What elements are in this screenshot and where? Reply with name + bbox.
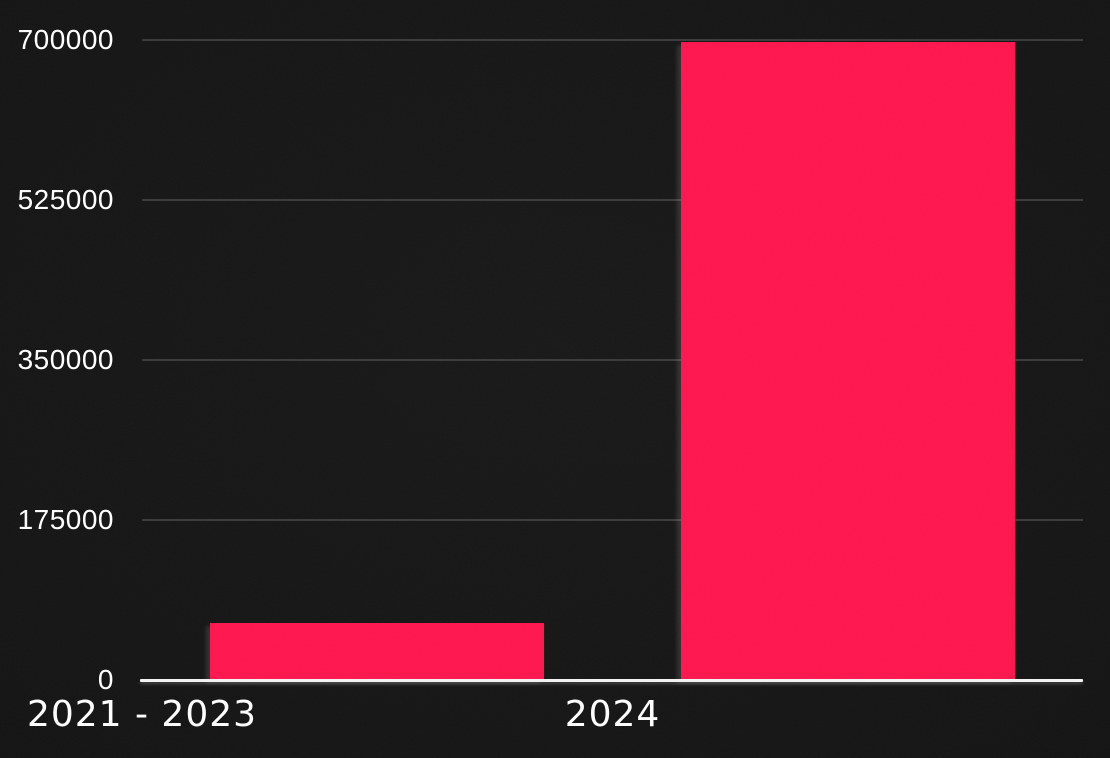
y-axis-tick-label: 700000 [17,23,114,55]
x-axis-label: 2021 - 2023 [26,694,258,735]
y-axis-tick-label: 350000 [17,343,114,375]
gridline-700000 [142,38,1083,41]
y-axis-tick-label: 175000 [17,503,114,535]
y-axis-tick-label: 525000 [17,183,114,215]
bar-2021-2023 [210,623,545,680]
y-axis-tick-label: 0 [97,664,114,695]
bar-2024 [680,42,1015,680]
x-axis-label: 2024 [564,694,661,735]
x-axis-baseline [140,678,1083,682]
